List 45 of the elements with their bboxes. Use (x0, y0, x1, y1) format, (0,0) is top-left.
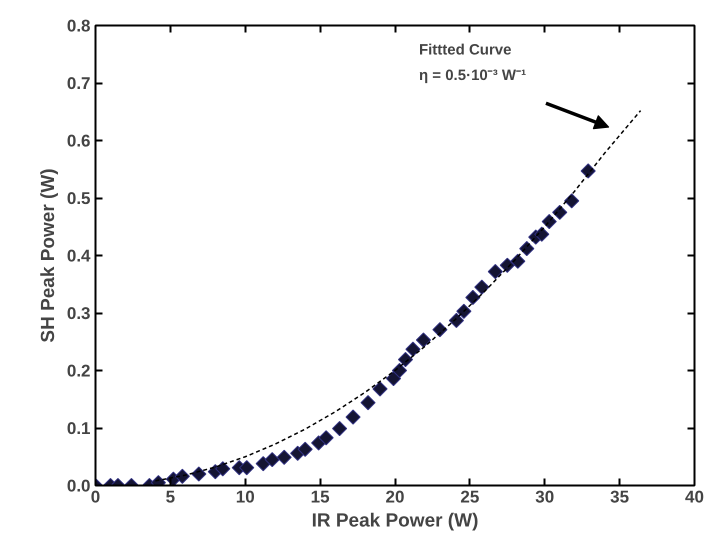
x-tick-label: 5 (166, 488, 176, 506)
point (456, 304, 472, 319)
point (360, 395, 376, 410)
x-tick-label: 20 (386, 488, 404, 506)
point (534, 226, 550, 242)
point (264, 452, 280, 468)
x-tick-label: 10 (236, 488, 255, 506)
point (405, 342, 421, 357)
point (372, 381, 388, 396)
y-tick-label: 0.1 (66, 419, 91, 438)
point (474, 280, 490, 295)
y-axis-title: SH Peak Power (W) (38, 168, 59, 343)
point (510, 254, 526, 269)
point (519, 241, 534, 256)
x-axis-title: IR Peak Power (W) (312, 510, 478, 532)
point (392, 362, 408, 378)
y-tick-label: 0.5 (66, 189, 91, 208)
point (398, 352, 414, 368)
y-tick-label: 0.8 (66, 16, 91, 36)
annotation: Fittted Curve η = 0.5·10⁻³ W⁻¹ (418, 42, 526, 84)
x-tick-label: 25 (460, 488, 480, 506)
x-tick-label: 30 (535, 488, 554, 506)
point (215, 461, 230, 476)
x-tick-label: 15 (310, 488, 330, 506)
y-tick-label: 0.7 (66, 74, 91, 93)
point (298, 442, 313, 457)
point (239, 460, 254, 476)
point (346, 410, 361, 425)
point (488, 264, 503, 280)
point (448, 312, 464, 328)
y-tick-label: 0.0 (66, 476, 91, 496)
point (332, 421, 348, 436)
x-tick-label: 0 (90, 488, 100, 506)
y-tick-label: 0.3 (66, 304, 91, 323)
x-tick-label: 40 (685, 488, 704, 506)
y-tick-label: 0.6 (66, 132, 91, 150)
x-tick-label: 35 (610, 488, 630, 506)
point (416, 332, 432, 348)
point (465, 290, 480, 306)
point (191, 466, 206, 482)
point (318, 430, 334, 446)
y-tick-label: 0.4 (66, 246, 92, 266)
point (564, 193, 580, 208)
y-tick-label: 0.2 (66, 362, 91, 380)
point (276, 450, 292, 465)
